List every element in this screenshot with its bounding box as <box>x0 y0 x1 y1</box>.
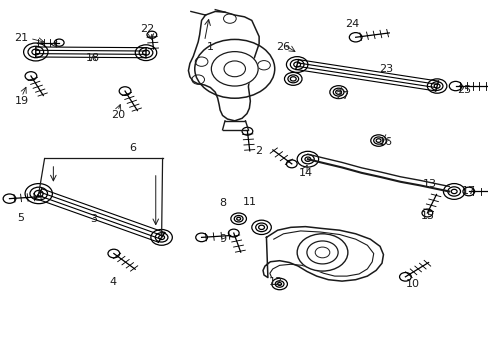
Text: 19: 19 <box>15 96 29 106</box>
Text: 10: 10 <box>405 279 419 289</box>
Text: 5: 5 <box>18 213 24 222</box>
Text: 16: 16 <box>378 138 392 147</box>
Text: 12: 12 <box>268 277 283 287</box>
Text: 7: 7 <box>299 243 306 253</box>
Text: 14: 14 <box>298 168 312 178</box>
Text: 18: 18 <box>86 53 100 63</box>
Text: 13: 13 <box>422 179 436 189</box>
Text: 8: 8 <box>219 198 225 208</box>
Text: 26: 26 <box>276 42 290 52</box>
Circle shape <box>297 234 347 271</box>
Text: 2: 2 <box>255 146 262 156</box>
Circle shape <box>211 51 258 86</box>
Text: 4: 4 <box>109 277 116 287</box>
Text: 20: 20 <box>110 111 124 121</box>
Text: 6: 6 <box>128 143 136 153</box>
Text: 3: 3 <box>90 215 97 224</box>
Text: 22: 22 <box>140 24 154 35</box>
Text: 9: 9 <box>219 234 225 244</box>
Text: 23: 23 <box>378 64 392 74</box>
Text: 15: 15 <box>420 211 433 221</box>
Text: 25: 25 <box>456 85 470 95</box>
Text: 24: 24 <box>344 19 358 29</box>
Text: 17: 17 <box>461 186 475 196</box>
Text: 27: 27 <box>334 91 348 101</box>
Text: 21: 21 <box>14 33 28 43</box>
Text: 11: 11 <box>242 197 256 207</box>
Polygon shape <box>263 226 383 281</box>
Text: 1: 1 <box>206 42 213 52</box>
